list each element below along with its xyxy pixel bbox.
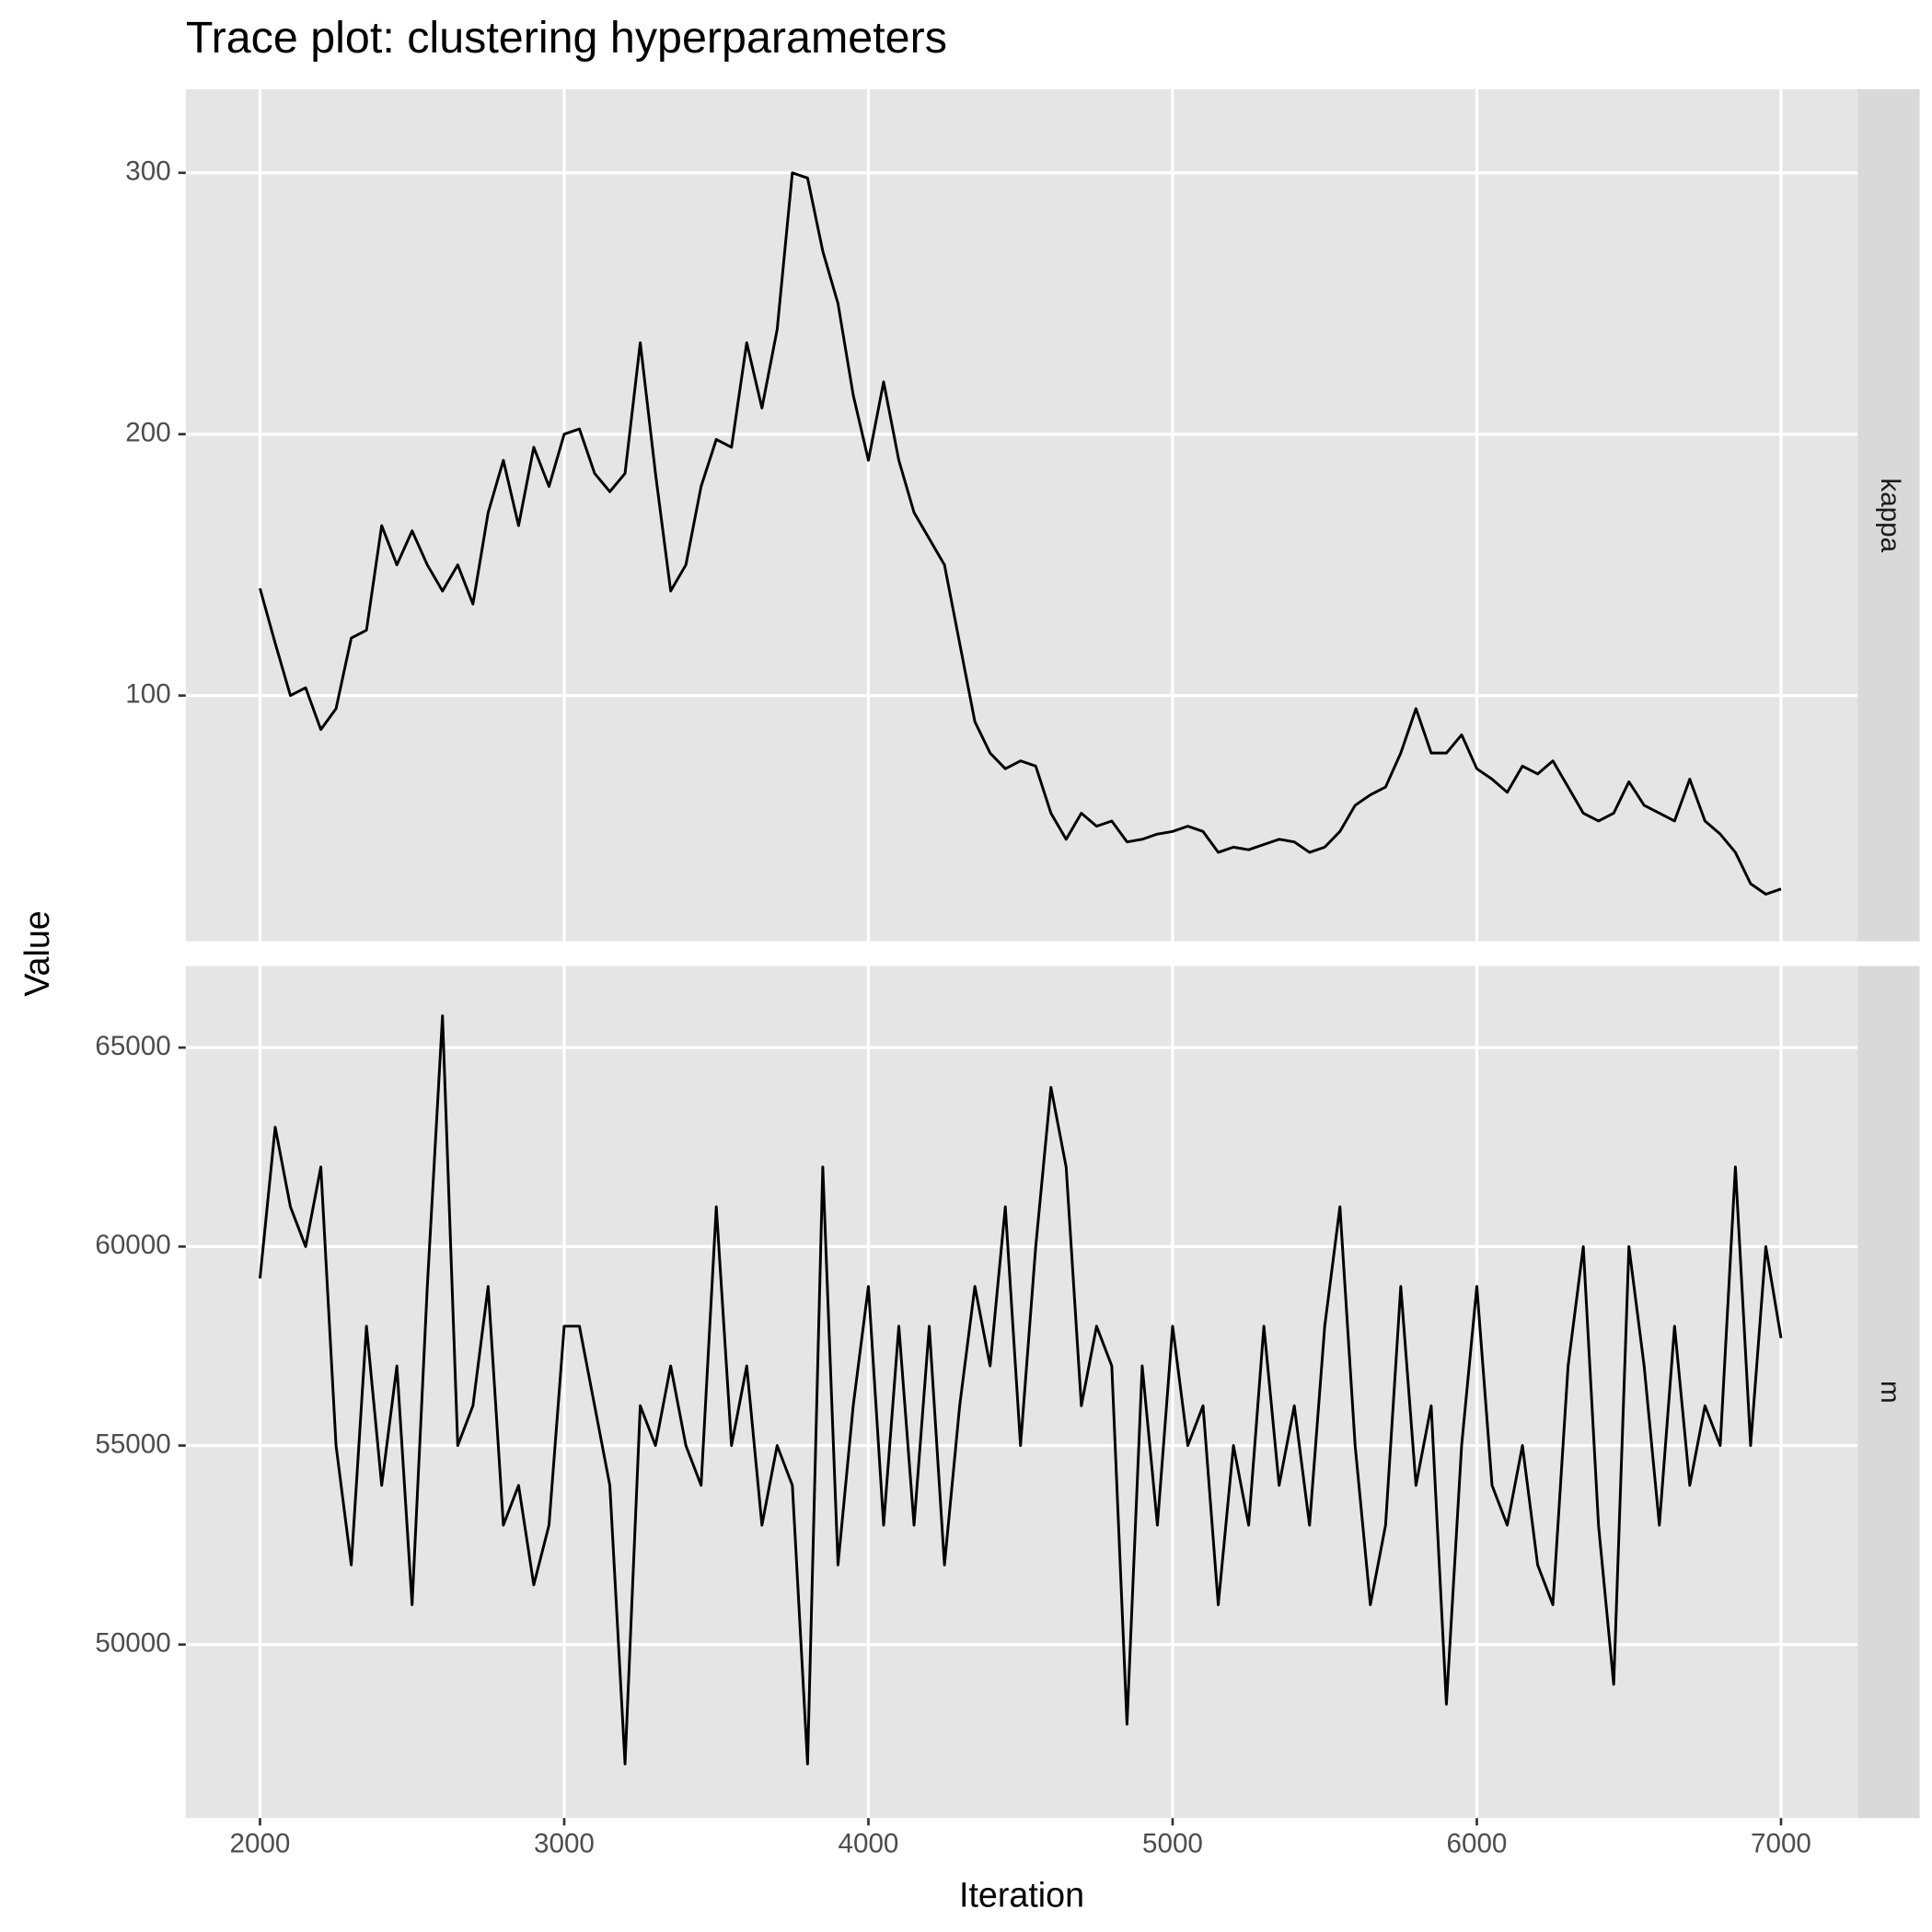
x-tick-label: 2000: [230, 1829, 291, 1859]
y-tick-label: 55000: [95, 1429, 170, 1459]
panel-background: [185, 88, 1858, 942]
x-tick-label: 7000: [1751, 1829, 1811, 1859]
facet-label: m: [1875, 1381, 1905, 1404]
panel-background: [185, 966, 1858, 1819]
y-tick-label: 100: [125, 678, 170, 709]
trace-line: [258, 1014, 1783, 1765]
chart-title: Trace plot: clustering hyperparameters: [186, 13, 947, 63]
y-tick-label: 50000: [95, 1628, 170, 1659]
y-axis-label: Value: [17, 910, 56, 997]
trace-line: [259, 171, 1782, 896]
x-axis-label: Iteration: [959, 1875, 1084, 1914]
y-tick-label: 60000: [95, 1230, 170, 1260]
facet-strip: [1857, 966, 1920, 1819]
x-tick-label: 4000: [839, 1829, 899, 1859]
y-tick-label: 200: [125, 418, 170, 448]
facet-strip: [1857, 88, 1920, 942]
x-tick-label: 6000: [1447, 1829, 1508, 1859]
facet-label: kappa: [1875, 478, 1905, 552]
y-tick-label: 300: [125, 156, 170, 187]
x-tick-label: 5000: [1142, 1829, 1203, 1859]
x-tick-label: 3000: [534, 1829, 595, 1859]
y-tick-label: 65000: [95, 1031, 170, 1061]
